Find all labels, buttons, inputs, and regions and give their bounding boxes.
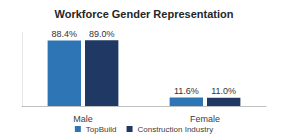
svg-text:11.6%: 11.6% — [174, 86, 199, 96]
svg-text:Construction Industry: Construction Industry — [138, 125, 214, 134]
svg-text:89.0%: 89.0% — [89, 29, 115, 39]
svg-text:TopBuild: TopBuild — [86, 125, 117, 134]
svg-text:11.0%: 11.0% — [211, 86, 236, 96]
svg-text:Male: Male — [73, 114, 93, 124]
svg-text:88.4%: 88.4% — [52, 29, 78, 39]
svg-text:Workforce Gender Representatio: Workforce Gender Representation — [55, 8, 234, 20]
svg-text:Female: Female — [190, 114, 220, 124]
